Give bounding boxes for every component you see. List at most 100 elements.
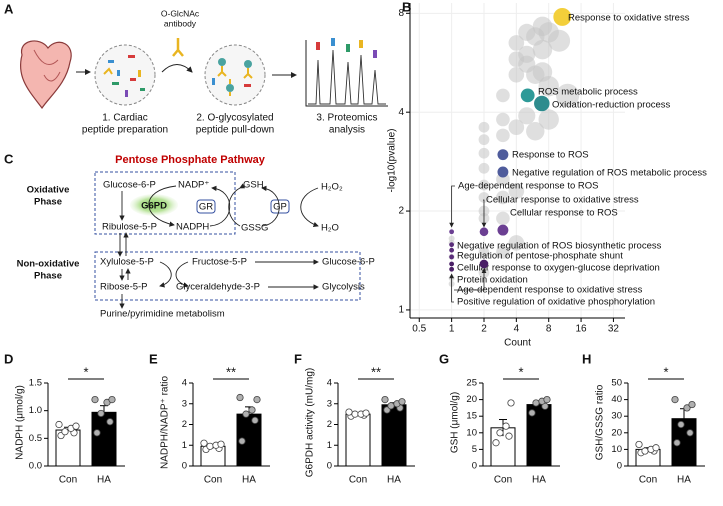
data-point (242, 410, 250, 418)
bubble (496, 128, 510, 143)
bound-peptides (212, 58, 253, 96)
data-point (543, 395, 551, 404)
bubble (448, 235, 455, 242)
term-label: Response to ROS (512, 150, 589, 161)
label: analysis (329, 125, 365, 136)
enzyme-glow (130, 194, 178, 216)
bubble (548, 29, 571, 52)
x-tick-label: HA (677, 475, 691, 486)
peptides (103, 55, 145, 97)
heart (20, 40, 72, 110)
bubble (478, 134, 490, 146)
y-tick-label: 5 (472, 444, 477, 455)
y-tick-label: 50 (611, 378, 622, 389)
data-point (248, 406, 256, 414)
y-axis-label: -log10(pvalue) (387, 129, 398, 193)
data-point (72, 422, 80, 430)
x-tick-label: HA (242, 475, 256, 486)
term-bubble (449, 229, 455, 235)
x-tick-label: Con (59, 475, 77, 486)
label: peptide pull-down (196, 125, 274, 136)
data-point (381, 395, 389, 404)
enzyme-box (270, 199, 290, 214)
node: GP (273, 202, 287, 213)
panel-label: B (402, 0, 411, 14)
bubble (478, 246, 490, 258)
term-label: Age-dependent response to ROS (458, 181, 598, 192)
data-point (238, 437, 246, 445)
y-tick-label: 4 (398, 107, 404, 118)
arrow (161, 64, 193, 73)
term-bubble (497, 224, 509, 236)
term-label: Cellular response to oxidative stress (486, 195, 639, 206)
x-tick-label: 4 (514, 324, 520, 335)
x-tick-label: Con (639, 475, 657, 486)
data-point (398, 398, 406, 406)
y-tick-label: 1 (398, 305, 404, 316)
term-label: Oxidation-reduction process (552, 100, 671, 111)
panel-label: D (4, 351, 13, 366)
data-point (217, 440, 225, 448)
significance: ** (371, 364, 381, 379)
phase-label: Non-oxidative (17, 259, 80, 270)
y-tick-label: 3 (182, 398, 187, 409)
y-tick-label: 3 (327, 398, 332, 409)
bubble (496, 245, 510, 259)
term-arrow (449, 273, 455, 303)
node: G6PD (141, 201, 167, 212)
x-tick-label: 0.5 (412, 324, 426, 335)
y-tick-label: 1 (182, 440, 187, 451)
panel-label: F (294, 351, 302, 366)
y-tick-label: 8 (398, 8, 404, 19)
x-tick-label: 8 (546, 324, 552, 335)
term-arrow (449, 185, 455, 228)
data-point (505, 432, 513, 440)
term-arrow (481, 199, 487, 228)
data-point (673, 439, 681, 447)
node: GR (199, 202, 213, 213)
enzyme-box (196, 199, 216, 214)
y-axis-label: G6PDH activity (mU/mg) (305, 368, 316, 477)
significance: ** (226, 364, 236, 379)
pulldown-circle (204, 44, 266, 106)
node: Glyceraldehyde-3-P (176, 282, 260, 293)
pathway-title: Pentose Phosphate Pathway (115, 154, 266, 166)
bubble (538, 75, 559, 97)
antibody-icon (172, 38, 184, 57)
term-bubble (449, 242, 455, 248)
term-bubble (449, 266, 455, 272)
y-tick-label: 10 (611, 444, 622, 455)
y-tick-label: 0 (472, 461, 477, 472)
term-label: Protein oxidation (457, 275, 528, 286)
y-axis-label: NADPH (μmol/g) (15, 385, 26, 460)
y-tick-label: 25 (466, 378, 477, 389)
data-point (200, 439, 208, 447)
data-point (97, 409, 105, 418)
node: Glycolysis (322, 282, 365, 293)
term-bubble (479, 227, 489, 237)
term-arrow (454, 268, 487, 291)
term-bubble (449, 247, 455, 253)
significance: * (663, 364, 668, 379)
data-point (688, 400, 696, 409)
bubble (508, 235, 525, 251)
term-label: Response to oxidative stress (568, 13, 690, 24)
bubble (508, 35, 525, 51)
node: Fructose-5-P (192, 257, 247, 268)
y-tick-label: 20 (466, 394, 477, 405)
y-tick-label: 4 (327, 378, 332, 389)
x-tick-label: 32 (608, 324, 620, 335)
panel-label: H (582, 351, 591, 366)
bubble (556, 83, 580, 107)
label: peptide preparation (82, 125, 168, 136)
phase-label: Phase (34, 271, 62, 282)
data-point (528, 409, 536, 417)
data-point (677, 420, 685, 429)
node: NADPH (176, 222, 209, 233)
chromatogram (305, 38, 388, 107)
term-label: Positive regulation of oxidative phospho… (457, 297, 655, 308)
data-point (496, 429, 504, 437)
data-point (387, 402, 395, 410)
oxidative-box (94, 171, 236, 235)
label: antibody (164, 18, 197, 28)
